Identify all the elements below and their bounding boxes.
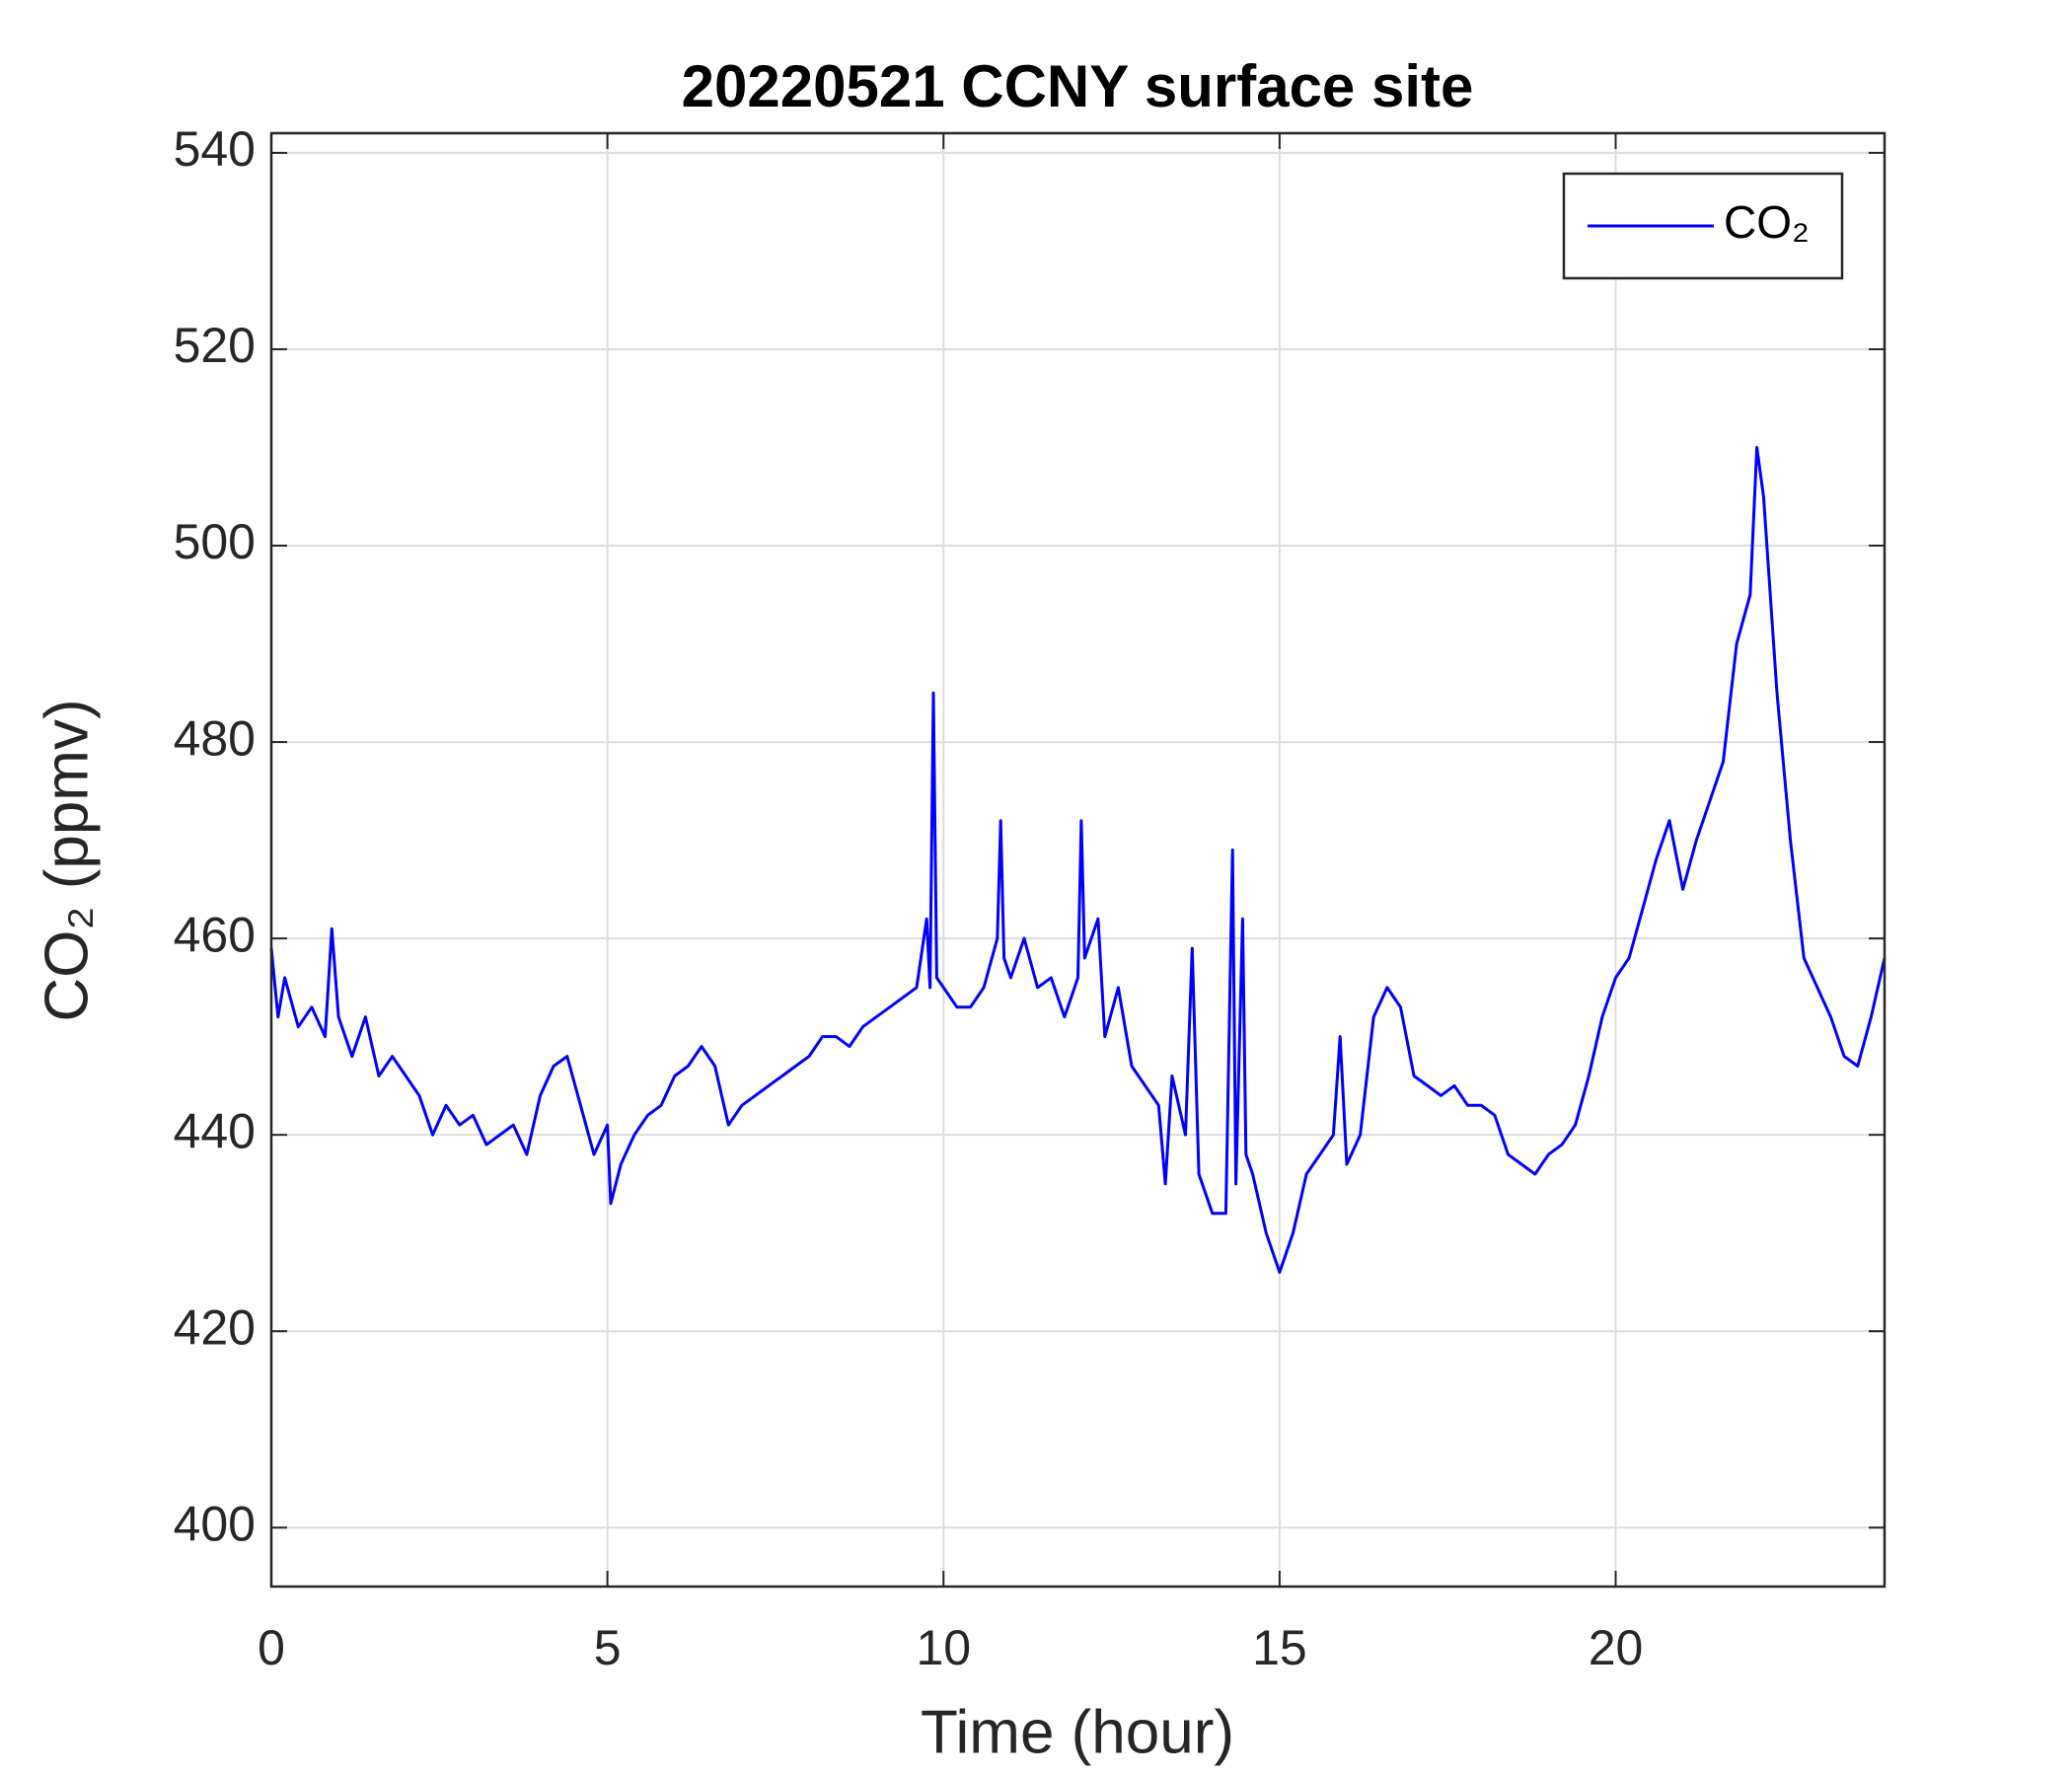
legend-label: CO₂ <box>1724 196 1810 248</box>
y-tick-label: 520 <box>174 318 256 373</box>
x-axis-label: Time (hour) <box>921 1698 1234 1766</box>
x-tick-label: 0 <box>258 1620 285 1675</box>
y-tick-label: 420 <box>174 1299 256 1355</box>
y-tick-label: 500 <box>174 514 256 569</box>
y-axis-label: CO₂ (ppmv) <box>33 699 101 1021</box>
y-tick-label: 540 <box>174 121 256 177</box>
y-tick-label: 400 <box>174 1496 256 1551</box>
x-tick-label: 20 <box>1589 1620 1644 1675</box>
data-line <box>269 446 1887 1274</box>
chart-title: 20220521 CCNY surface site <box>682 53 1474 119</box>
x-tick-label: 5 <box>594 1620 622 1675</box>
y-tick-label: 460 <box>174 907 256 962</box>
y-tick-label: 440 <box>174 1103 256 1158</box>
x-tick-label: 15 <box>1252 1620 1307 1675</box>
x-tick-label: 10 <box>916 1620 971 1675</box>
plot-frame <box>269 131 1887 1589</box>
plot-area <box>271 133 1885 1587</box>
y-tick-label: 480 <box>174 710 256 766</box>
